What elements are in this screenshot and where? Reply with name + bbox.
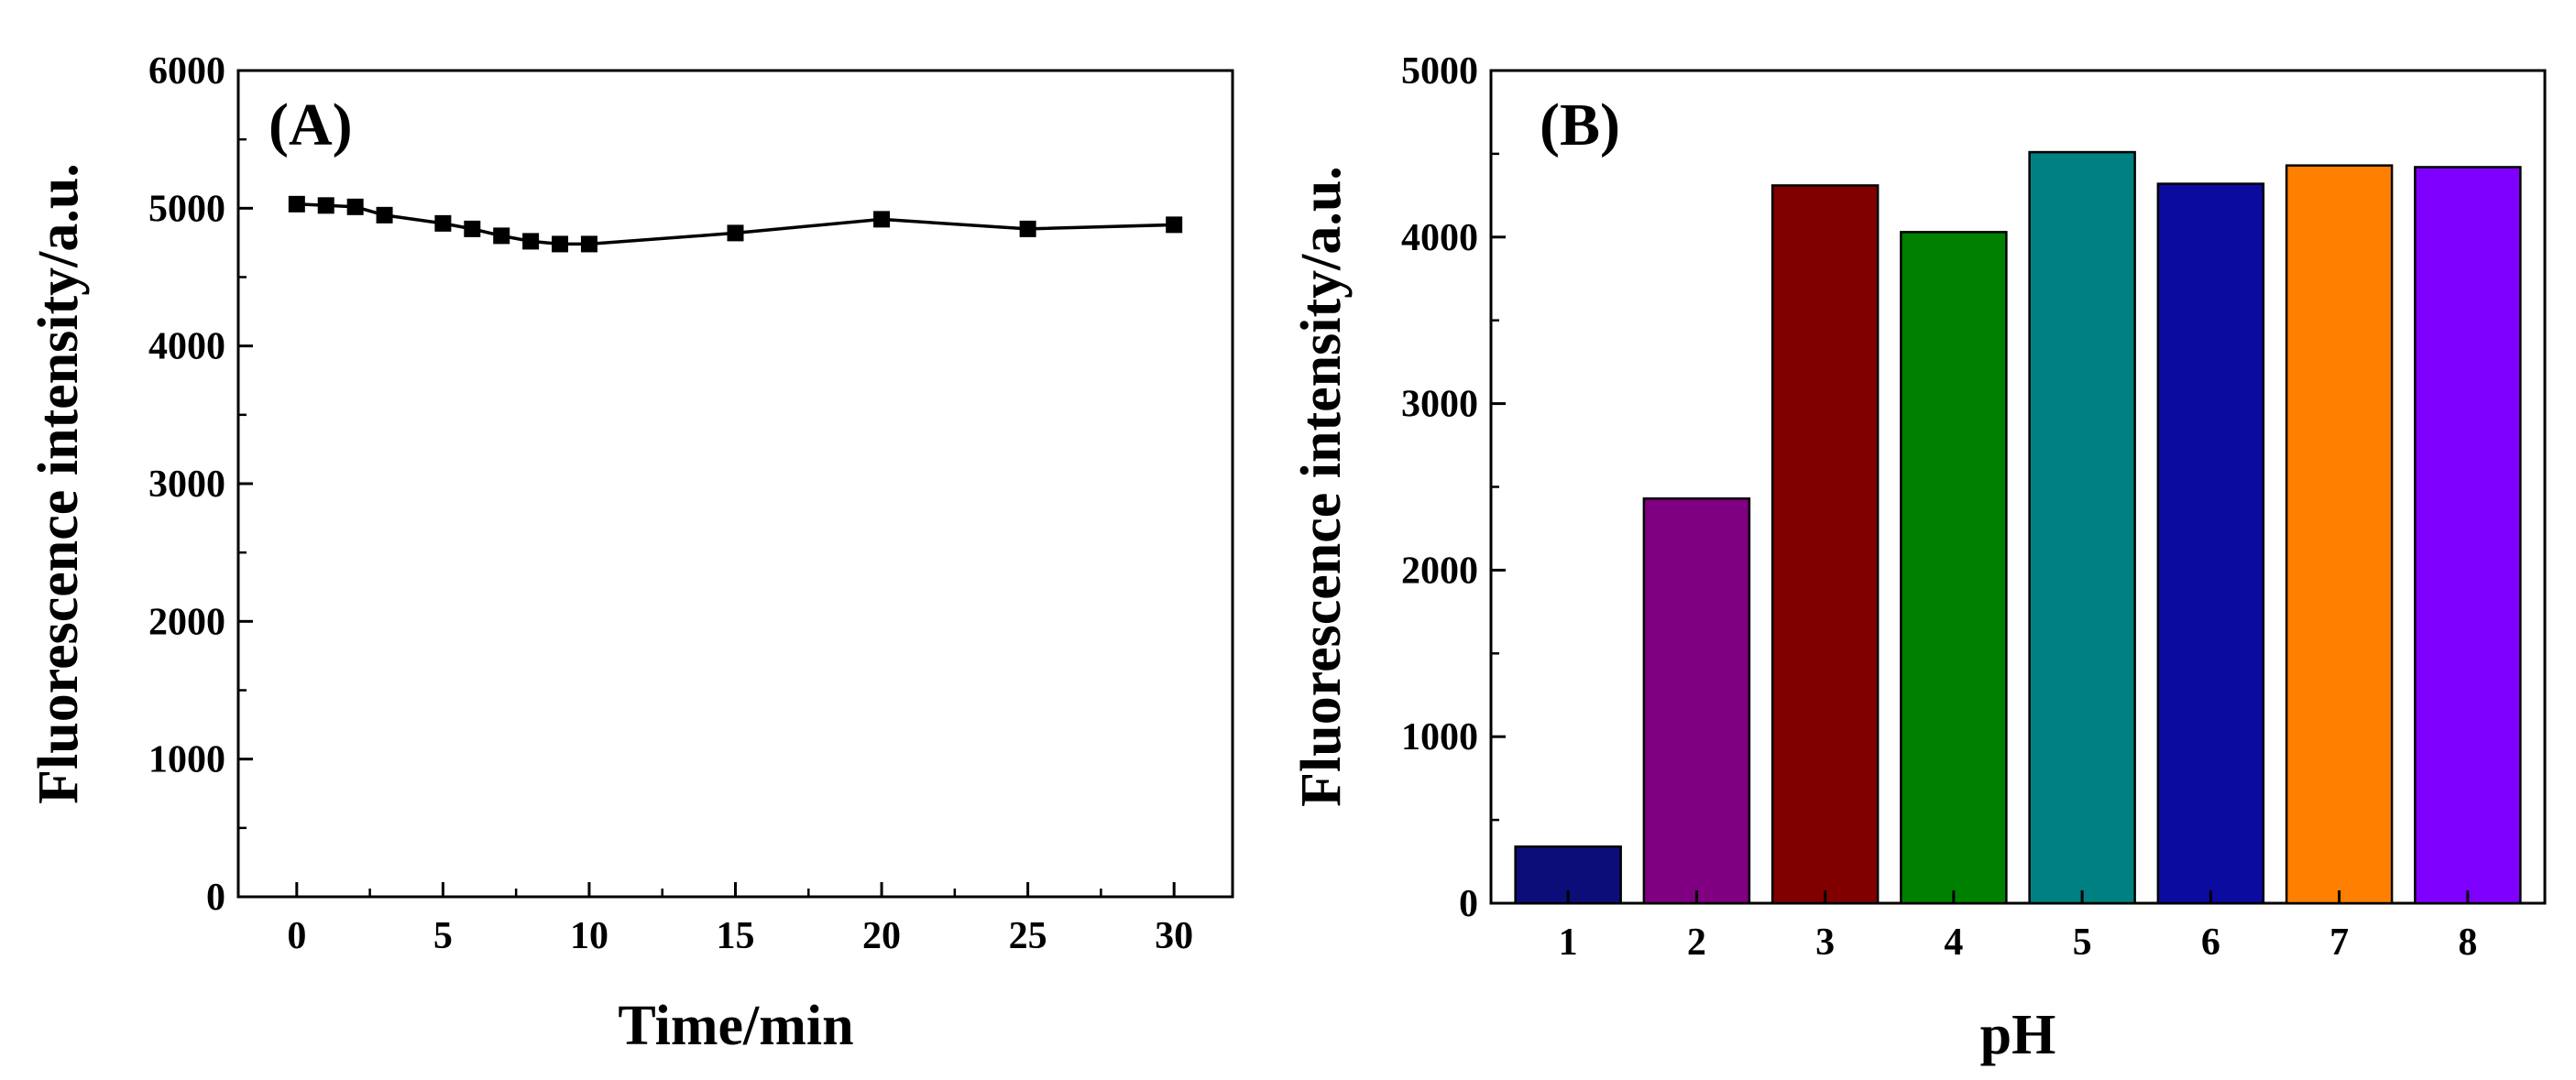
data-point-marker — [873, 211, 891, 228]
data-point-marker — [317, 197, 334, 214]
y-tick-label: 1000 — [1401, 716, 1478, 758]
data-point-marker — [552, 235, 569, 253]
x-tick-label: 25 — [1009, 915, 1047, 957]
bar-ph-6 — [2156, 182, 2265, 905]
panel-b-x-axis-title: pH — [1980, 1004, 2056, 1066]
y-tick-label: 2000 — [1401, 550, 1478, 592]
x-tick-label: 1 — [1559, 922, 1578, 964]
x-tick-label: 7 — [2329, 922, 2349, 964]
x-tick-label: 15 — [717, 915, 755, 957]
data-point-marker — [522, 233, 540, 250]
x-tick-label: 4 — [1944, 922, 1963, 964]
panel-a-x-axis-title: Time/min — [618, 995, 853, 1057]
y-tick-label: 0 — [1459, 883, 1478, 925]
y-tick-label: 1000 — [148, 739, 225, 781]
x-tick-label: 3 — [1815, 922, 1835, 964]
y-tick-label: 4000 — [1401, 217, 1478, 259]
y-tick-label: 3000 — [148, 464, 225, 506]
y-tick-label: 5000 — [148, 188, 225, 230]
panel-a-frame — [236, 69, 1234, 899]
x-tick-label: 10 — [570, 915, 608, 957]
x-tick-label: 6 — [2201, 922, 2220, 964]
data-point-marker — [288, 195, 305, 213]
y-tick-label: 4000 — [148, 326, 225, 368]
panel-b-ticks: 0 1000 2000 3000 4000 5000 1 2 3 4 5 6 7 8 — [1401, 50, 2477, 964]
data-point-marker — [727, 224, 744, 242]
y-tick-label: 3000 — [1401, 384, 1478, 426]
y-tick-label: 0 — [206, 877, 225, 919]
data-point-marker — [434, 214, 452, 232]
bar-ph-3 — [1770, 184, 1880, 905]
bar-ph-5 — [2028, 150, 2136, 905]
x-tick-label: 5 — [2073, 922, 2092, 964]
panel-b-y-axis-title: Fluorescence intensity/a.u. — [1290, 166, 1353, 807]
y-tick-label: 2000 — [148, 601, 225, 643]
panel-a: 0 1000 2000 3000 4000 5000 6000 0 5 10 15 20 25 30 (A… — [27, 50, 1234, 1057]
panel-a-y-axis-title: Fluorescence intensity/a.u. — [27, 163, 90, 804]
data-point-marker — [493, 227, 510, 245]
panel-a-series — [288, 195, 1183, 253]
panel-a-ticks: 0 1000 2000 3000 4000 5000 6000 0 5 10 15 20 25 30 — [148, 50, 1193, 957]
panel-b-bars — [1514, 150, 2522, 905]
data-point-marker — [346, 198, 364, 215]
data-point-marker — [1019, 220, 1036, 237]
x-tick-label: 0 — [287, 915, 306, 957]
panel-b-label: (B) — [1540, 92, 1620, 158]
panel-b: 0 1000 2000 3000 4000 5000 1 2 3 4 5 6 7 8 (B) pH Flu… — [1290, 50, 2547, 1066]
x-tick-label: 5 — [433, 915, 453, 957]
x-tick-label: 8 — [2458, 922, 2477, 964]
x-tick-label: 2 — [1687, 922, 1706, 964]
bar-ph-7 — [2285, 164, 2394, 905]
data-point-marker — [464, 220, 481, 237]
bar-ph-8 — [2414, 166, 2522, 905]
panel-a-label: (A) — [269, 92, 353, 158]
y-tick-label: 6000 — [148, 50, 225, 93]
x-tick-label: 20 — [862, 915, 901, 957]
bar-ph-4 — [1900, 231, 2008, 905]
data-point-marker — [580, 235, 597, 253]
y-tick-label: 5000 — [1401, 50, 1478, 93]
bar-ph-2 — [1642, 496, 1751, 905]
data-point-marker — [1166, 216, 1183, 234]
x-tick-label: 30 — [1155, 915, 1193, 957]
data-point-marker — [376, 206, 393, 224]
